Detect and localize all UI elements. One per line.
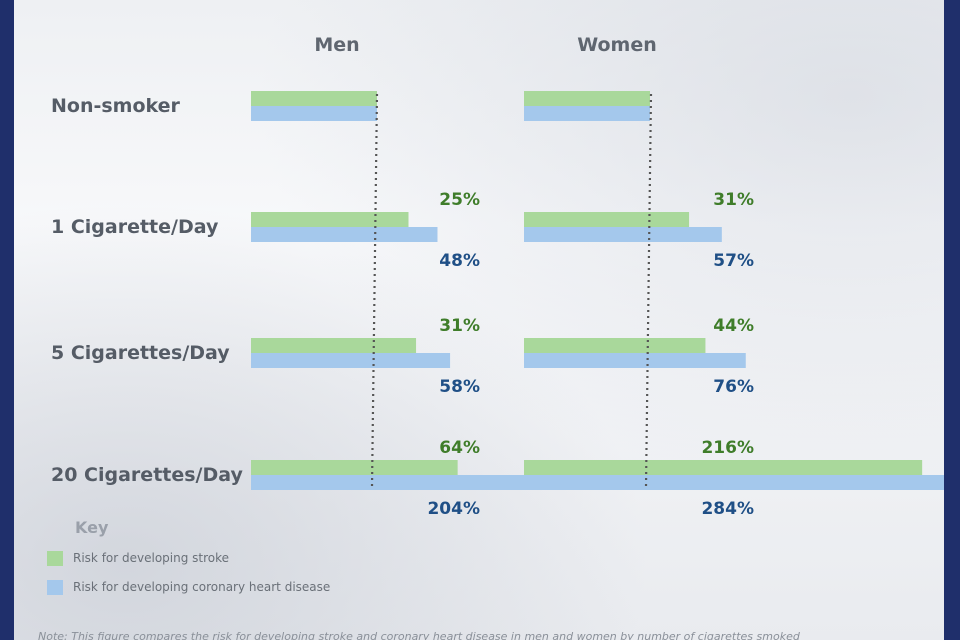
- chd-value-label-men: 48%: [439, 251, 480, 271]
- legend-title: Key: [75, 518, 109, 537]
- category-label: 1 Cigarette/Day: [51, 216, 219, 238]
- chd-value-label-men: 204%: [427, 499, 480, 519]
- stroke-bar-men: [251, 212, 409, 227]
- stroke-bar-women: [524, 460, 923, 475]
- stroke-value-label-men: 31%: [439, 316, 480, 336]
- footnote: Note: This figure compares the risk for …: [38, 630, 800, 640]
- chd-bar-women: [524, 227, 722, 242]
- chd-value-label-women: 284%: [701, 499, 754, 519]
- panel-title-men: Men: [314, 34, 359, 56]
- panel-title-women: Women: [577, 34, 657, 56]
- chd-value-label-men: 58%: [439, 377, 480, 397]
- stroke-value-label-men: 25%: [439, 190, 480, 210]
- legend-label-stroke: Risk for developing stroke: [73, 551, 230, 565]
- legend-swatch-chd: [47, 579, 63, 595]
- relative-risk-chart: Men Women Non-smoker 1 Cigarette/Day 5 Cigar…: [51, 34, 944, 519]
- chart-panel: Men Women Non-smoker 1 Cigarette/Day 5 Cigar…: [14, 0, 944, 640]
- legend-item-chd: Risk for developing coronary heart disea…: [47, 578, 330, 596]
- legend: Key Risk for developing stroke Risk for …: [47, 518, 330, 607]
- chd-bar-men: [251, 353, 451, 368]
- category-label: Non-smoker: [51, 95, 181, 117]
- legend-label-chd: Risk for developing coronary heart disea…: [73, 580, 331, 594]
- baseline-reference-line-women: [644, 93, 653, 488]
- stroke-bar-women: [524, 338, 706, 353]
- chd-value-label-women: 76%: [713, 377, 754, 397]
- chd-bar-women: [524, 353, 746, 368]
- chd-bar-women: [524, 475, 944, 490]
- stroke-bar-men: [251, 460, 458, 475]
- category-label: 5 Cigarettes/Day: [51, 342, 230, 364]
- baseline-reference-line-men: [370, 93, 379, 488]
- stroke-value-label-women: 44%: [713, 316, 754, 336]
- chd-bar-women: [524, 106, 650, 121]
- stroke-bar-men: [251, 338, 417, 353]
- stroke-value-label-women: 31%: [713, 190, 754, 210]
- stroke-value-label-women: 216%: [701, 438, 754, 458]
- category-label: 20 Cigarettes/Day: [51, 464, 243, 486]
- stroke-bar-women: [524, 91, 650, 106]
- legend-swatch-stroke: [47, 550, 63, 566]
- stroke-bar-women: [524, 212, 690, 227]
- chd-bar-men: [251, 106, 377, 121]
- stroke-bar-men: [251, 91, 377, 106]
- chd-bar-men: [251, 227, 438, 242]
- chd-value-label-women: 57%: [713, 251, 754, 271]
- legend-item-stroke: Risk for developing stroke: [47, 549, 330, 567]
- stroke-value-label-men: 64%: [439, 438, 480, 458]
